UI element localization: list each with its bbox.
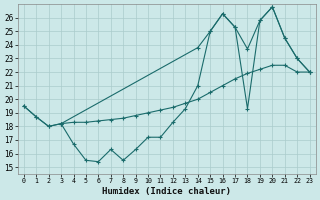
X-axis label: Humidex (Indice chaleur): Humidex (Indice chaleur) — [102, 187, 231, 196]
